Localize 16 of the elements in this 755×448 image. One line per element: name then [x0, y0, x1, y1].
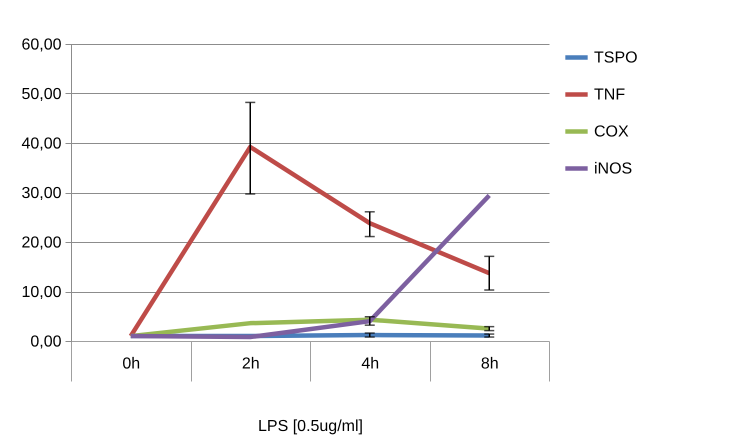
x-tick-label: 2h: [242, 356, 260, 372]
legend-label: TSPO: [594, 50, 638, 66]
legend-label: iNOS: [594, 160, 632, 178]
x-tick-label: 8h: [480, 356, 499, 372]
y-tick-label: 20,00: [21, 234, 62, 252]
y-tick-label: 10,00: [21, 284, 62, 301]
x-axis-title: LPS [0.5ug/ml]: [258, 418, 363, 435]
legend-label: TNF: [594, 86, 626, 104]
y-tick-label: 50,00: [21, 86, 62, 103]
y-tick-label: 60,00: [21, 36, 62, 54]
x-tick-label: 4h: [361, 356, 380, 372]
y-tick-label: 40,00: [21, 136, 62, 152]
legend-label: COX: [594, 124, 629, 140]
x-tick-label: 0h: [122, 356, 140, 372]
y-tick-label: 0,00: [30, 334, 62, 350]
y-tick-label: 30,00: [21, 185, 62, 202]
